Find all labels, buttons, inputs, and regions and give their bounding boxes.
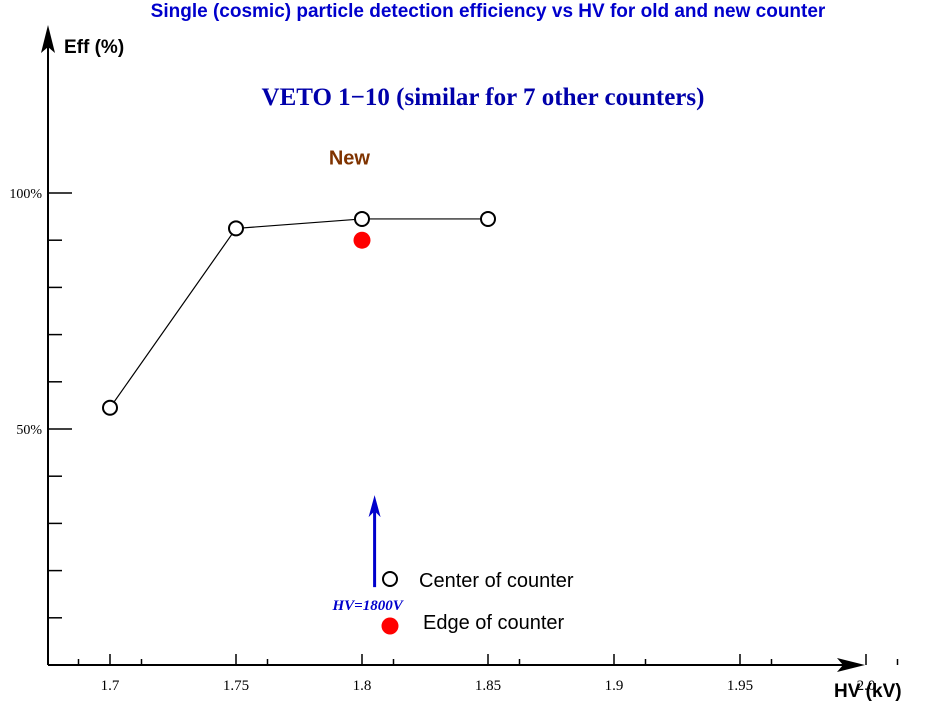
x-tick-label: 1.85: [475, 678, 501, 694]
series-line-new: [109, 218, 488, 409]
x-axis-label: HV (kV): [834, 681, 902, 702]
hv-annotation-label: HV=1800V: [331, 598, 404, 614]
y-axis-arrowhead: [41, 25, 55, 53]
group-label-new: New: [329, 148, 371, 170]
legend-marker-center: [382, 571, 398, 587]
edge-point: [353, 231, 371, 249]
legend-label: Edge of counter: [423, 612, 565, 634]
x-tick-label: 1.95: [727, 678, 753, 694]
x-tick-label: 1.75: [223, 678, 249, 694]
x-tick-label: 1.9: [605, 678, 624, 694]
y-tick-label: 50%: [16, 423, 42, 438]
chart-subtitle: VETO 1−10 (similar for 7 other counters): [262, 84, 705, 111]
x-tick-label: 1.7: [101, 678, 120, 694]
center-point: [480, 210, 496, 227]
legend: Center of counter Edge of counter: [381, 570, 574, 635]
legend-label: Center of counter: [419, 570, 574, 592]
y-tick-label: 100%: [9, 187, 42, 202]
center-point: [102, 399, 118, 416]
ticks: 1.71.751.81.851.91.952.02.052.12.152.22.…: [9, 187, 899, 694]
y-axis-label: Eff (%): [64, 37, 124, 58]
hv-arrowhead: [368, 495, 381, 518]
x-tick-label: 2.0: [857, 678, 876, 694]
chart-title: Single (cosmic) particle detection effic…: [151, 1, 826, 22]
center-point: [354, 210, 370, 227]
x-axis-arrowhead: [837, 658, 865, 672]
center-point: [228, 220, 244, 237]
x-tick-label: 1.8: [353, 678, 372, 694]
legend-marker-edge: [381, 617, 399, 635]
axes: [41, 25, 865, 672]
annotations: NewOldHV=1800VHV=2150V: [329, 148, 405, 614]
data-marks: [102, 210, 496, 416]
